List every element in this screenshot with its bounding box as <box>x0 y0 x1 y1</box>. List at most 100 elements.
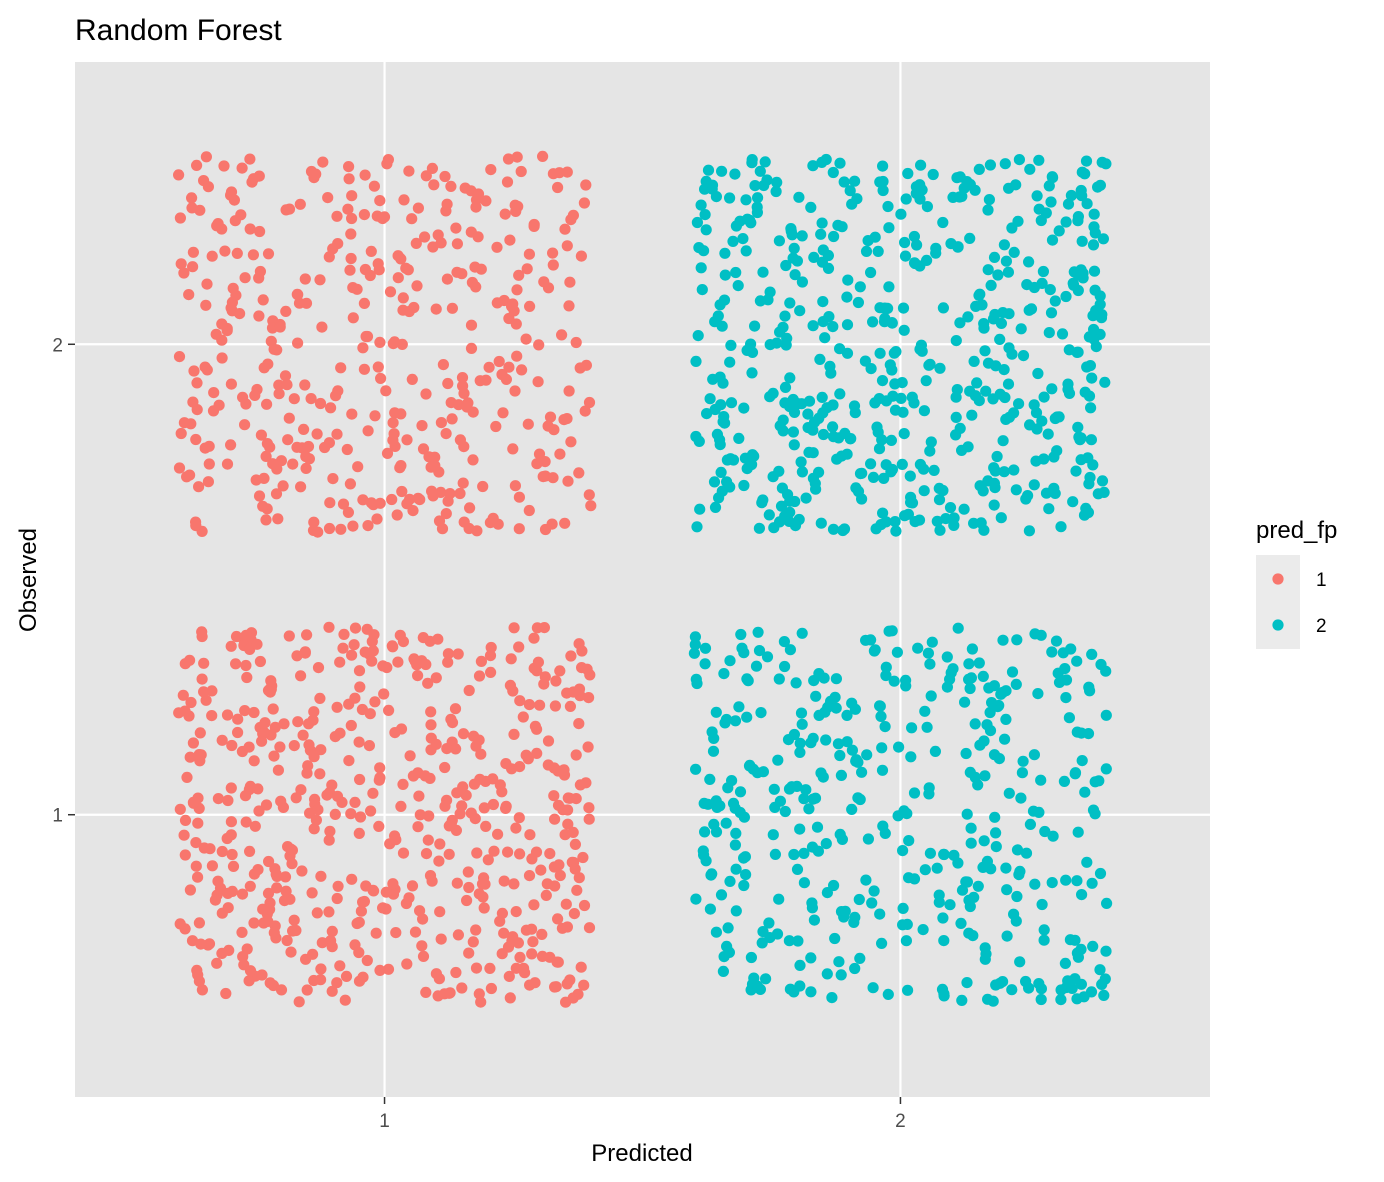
scatter-point <box>950 335 962 347</box>
scatter-point <box>1038 924 1050 936</box>
scatter-point <box>458 387 470 399</box>
scatter-point <box>850 755 862 767</box>
scatter-point <box>460 789 472 801</box>
scatter-point <box>354 681 366 693</box>
scatter-point <box>395 800 407 813</box>
scatter-point <box>770 185 782 198</box>
scatter-point <box>729 802 741 814</box>
scatter-point <box>966 409 978 421</box>
scatter-point <box>978 322 990 334</box>
legend-title: pred_fp <box>1256 517 1337 544</box>
scatter-point <box>292 716 304 728</box>
scatter-point <box>177 689 189 701</box>
scatter-point <box>253 805 265 817</box>
scatter-point <box>795 456 807 468</box>
scatter-point <box>253 310 265 322</box>
scatter-point <box>930 247 942 259</box>
scatter-point <box>209 894 221 906</box>
scatter-point <box>187 261 199 273</box>
scatter-point <box>827 431 840 443</box>
scatter-point <box>1020 847 1033 859</box>
scatter-point <box>832 219 844 231</box>
scatter-point <box>780 259 792 272</box>
scatter-point <box>846 803 858 816</box>
scatter-point <box>244 845 256 858</box>
scatter-point <box>532 656 545 668</box>
scatter-point <box>1048 451 1060 463</box>
scatter-point <box>788 242 800 254</box>
scatter-point <box>365 805 377 817</box>
scatter-point <box>1028 749 1040 761</box>
scatter-point <box>798 793 810 805</box>
scatter-point <box>971 377 983 389</box>
scatter-point <box>817 407 829 419</box>
scatter-point <box>690 893 702 905</box>
scatter-point <box>239 790 252 802</box>
scatter-point <box>962 311 974 323</box>
scatter-point <box>537 150 549 162</box>
scatter-point <box>529 720 542 732</box>
scatter-point <box>960 747 972 760</box>
scatter-point <box>193 481 205 493</box>
scatter-point <box>730 827 742 840</box>
scatter-point <box>582 741 594 753</box>
scatter-point <box>926 636 938 648</box>
scatter-point <box>343 755 355 767</box>
scatter-point <box>401 958 413 970</box>
scatter-point <box>472 231 484 243</box>
scatter-point <box>841 319 854 331</box>
scatter-point <box>303 718 315 730</box>
scatter-point <box>323 906 335 918</box>
scatter-point <box>763 917 775 929</box>
scatter-point <box>536 928 548 941</box>
scatter-point <box>1006 666 1019 678</box>
scatter-point <box>872 426 884 438</box>
scatter-point <box>339 994 351 1006</box>
scatter-point <box>846 198 858 210</box>
scatter-point <box>199 361 211 373</box>
scatter-point <box>813 466 825 478</box>
scatter-point <box>889 516 901 528</box>
scatter-point <box>315 963 327 975</box>
scatter-point <box>439 800 451 812</box>
scatter-point <box>427 241 439 253</box>
scatter-point <box>234 308 246 320</box>
scatter-point <box>184 751 196 763</box>
scatter-point <box>187 737 199 749</box>
x-tick-label-1: 1 <box>379 1111 390 1132</box>
scatter-point <box>706 179 719 191</box>
scatter-point <box>221 458 234 470</box>
scatter-point <box>519 967 531 979</box>
scatter-point <box>402 264 414 276</box>
scatter-point <box>430 968 442 980</box>
scatter-point <box>827 421 839 433</box>
scatter-point <box>1055 984 1067 996</box>
scatter-point <box>178 267 190 279</box>
scatter-point <box>493 355 505 368</box>
scatter-point <box>296 865 308 877</box>
scatter-point <box>965 837 977 849</box>
scatter-point <box>277 480 289 492</box>
scatter-point <box>236 162 248 174</box>
scatter-point <box>412 492 424 504</box>
scatter-point <box>922 647 935 659</box>
scatter-point <box>300 297 313 309</box>
scatter-point <box>794 737 806 749</box>
scatter-point <box>496 786 508 798</box>
scatter-point <box>928 464 940 476</box>
scatter-point <box>875 710 887 723</box>
scatter-point <box>440 507 452 520</box>
scatter-point <box>727 235 739 247</box>
scatter-point <box>738 647 750 659</box>
scatter-point <box>531 747 543 760</box>
scatter-point <box>508 878 520 890</box>
scatter-point <box>347 520 359 532</box>
scatter-point <box>1072 421 1084 433</box>
scatter-point <box>1012 215 1024 227</box>
scatter-point <box>254 655 266 668</box>
scatter-point <box>190 433 202 446</box>
scatter-point <box>979 345 991 357</box>
scatter-point <box>746 458 758 471</box>
scatter-point <box>811 821 824 833</box>
scatter-point <box>239 705 251 717</box>
